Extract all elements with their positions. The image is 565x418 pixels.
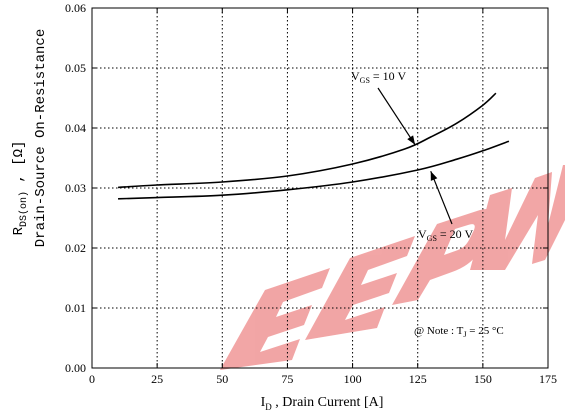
arrow-vgs10-head: [407, 135, 416, 145]
tick-labels: 0 25 50 75 100 125 150 175 0.00 0.01 0.02 0.03 0.04 0…: [65, 1, 557, 386]
y-axis-label-line1: RDS(on) , [Ω]: [11, 141, 30, 236]
watermark-letter-e2: [305, 236, 415, 340]
y-tick-label: 0.00: [65, 361, 86, 375]
y-tick-label: 0.05: [65, 61, 86, 75]
axes: [91, 7, 549, 369]
series-layer: [118, 92, 510, 200]
y-tick-label: 0.01: [65, 301, 86, 315]
y-tick-label: 0.03: [65, 181, 86, 195]
y-tick-label: 0.04: [65, 121, 86, 135]
x-tick-label: 100: [344, 372, 362, 386]
y-tick-label: 0.02: [65, 241, 86, 255]
x-tick-label: 25: [151, 372, 163, 386]
x-tick-label: 75: [281, 372, 293, 386]
series-line-vgs-20v: [118, 140, 510, 200]
x-tick-label: 0: [89, 372, 95, 386]
x-tick-label: 125: [409, 372, 427, 386]
y-axis-label-line2: Drain-Source On-Resistance: [33, 29, 49, 247]
annotation-vgs10: VGS = 10 V: [351, 69, 406, 85]
y-tick-label: 0.06: [65, 1, 86, 15]
x-tick-label: 50: [216, 372, 228, 386]
watermark-letter-e1: [220, 268, 330, 370]
grid: [92, 8, 548, 368]
annotation-note: @ Note : TJ = 25 °C: [414, 325, 504, 339]
watermark-letter-w: [470, 165, 565, 270]
arrow-vgs10: [377, 87, 416, 146]
arrow-vgs20: [430, 170, 453, 225]
annotation-arrows: [377, 87, 453, 225]
x-axis-label: ID , Drain Current [A]: [261, 395, 384, 412]
watermark-logo: [220, 165, 565, 370]
series-line-vgs-10v: [118, 92, 497, 189]
x-tick-label: 175: [539, 372, 557, 386]
annotation-vgs20: VGS = 20 V: [418, 227, 473, 243]
x-tick-label: 150: [474, 372, 492, 386]
arrow-vgs20-head: [430, 171, 438, 181]
